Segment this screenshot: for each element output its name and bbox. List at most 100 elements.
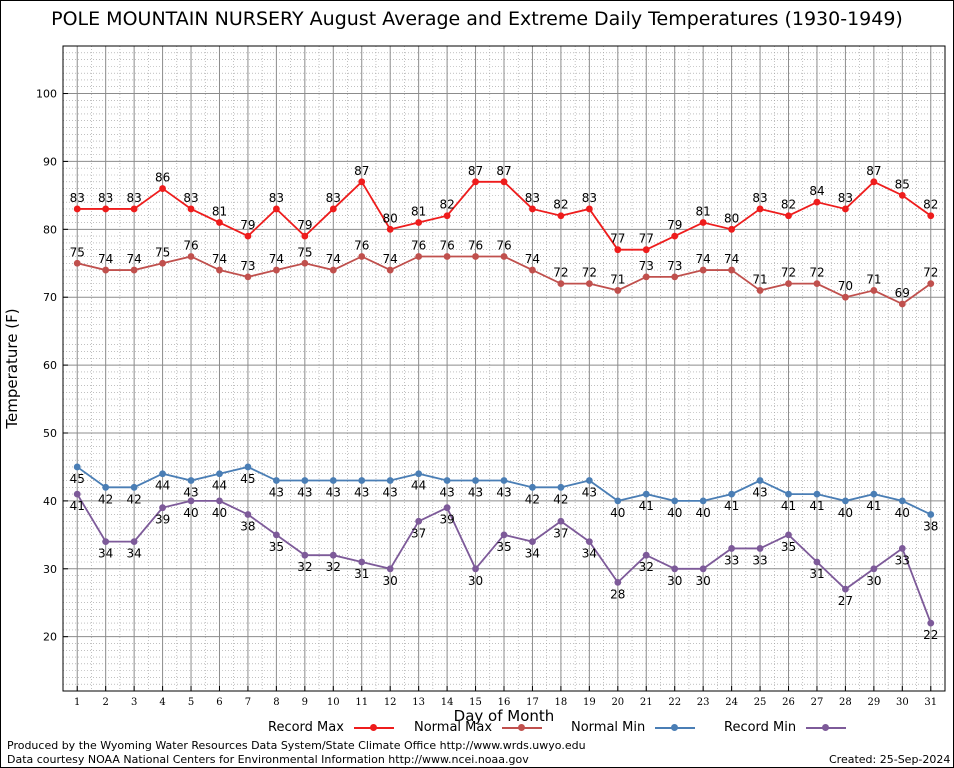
data-point <box>898 497 906 505</box>
legend-swatch <box>354 723 395 731</box>
data-point <box>898 545 906 552</box>
x-tick-label: 27 <box>811 697 824 708</box>
data-point <box>529 205 536 213</box>
data-point <box>244 273 252 281</box>
data-label: 41 <box>724 499 739 513</box>
data-point <box>472 565 479 573</box>
data-label: 83 <box>525 191 540 205</box>
data-label: 82 <box>781 198 796 212</box>
data-point <box>500 477 508 484</box>
x-tick-label: 8 <box>273 697 279 708</box>
legend-swatch <box>655 723 696 731</box>
data-label: 27 <box>838 594 853 608</box>
data-point <box>842 293 849 301</box>
data-label: 69 <box>895 286 910 300</box>
y-tick-label: 80 <box>43 223 57 236</box>
data-label: 83 <box>752 191 767 205</box>
x-tick-label: 16 <box>498 697 511 708</box>
data-label: 31 <box>354 567 369 581</box>
data-label: 30 <box>468 574 483 588</box>
data-label: 82 <box>923 198 938 212</box>
data-point <box>415 219 423 226</box>
data-label: 30 <box>696 574 711 588</box>
data-label: 81 <box>411 205 426 219</box>
data-label: 41 <box>866 499 881 513</box>
data-point <box>728 225 736 233</box>
data-point <box>699 565 707 573</box>
data-point <box>159 259 166 267</box>
data-label: 73 <box>639 259 654 273</box>
x-tick-label: 4 <box>159 697 165 708</box>
data-label: 42 <box>126 492 141 506</box>
x-tick-label: 1 <box>74 697 80 708</box>
data-point <box>472 477 479 484</box>
data-label: 73 <box>240 259 255 273</box>
data-point <box>927 511 935 518</box>
y-tick-label: 60 <box>43 359 57 372</box>
data-label: 81 <box>212 205 227 219</box>
data-point <box>585 280 593 288</box>
data-point <box>329 551 337 559</box>
data-label: 74 <box>326 252 341 266</box>
data-label: 76 <box>183 238 198 252</box>
data-point <box>272 531 280 539</box>
data-point <box>756 545 764 552</box>
data-label: 34 <box>126 547 141 561</box>
data-point <box>187 477 195 484</box>
x-tick-label: 3 <box>131 697 137 708</box>
y-tick-label: 70 <box>43 291 57 304</box>
data-point <box>870 287 878 294</box>
data-point <box>699 266 707 274</box>
data-point <box>301 551 309 559</box>
footer-produced-by: Produced by the Wyoming Water Resources … <box>7 739 586 752</box>
data-label: 74 <box>724 252 739 266</box>
data-point <box>386 225 394 233</box>
chart-title: POLE MOUNTAIN NURSERY August Average and… <box>51 8 903 30</box>
series-normal-max: 75 74 74 75 76 74 73 74 75 74 76 74 76 76 76 76 74 72 72 71… <box>70 238 938 308</box>
data-label: 44 <box>212 479 227 493</box>
data-label: 33 <box>752 553 767 567</box>
data-point <box>415 253 423 260</box>
data-point <box>898 300 906 308</box>
data-label: 72 <box>809 266 824 280</box>
data-point <box>642 490 650 498</box>
data-label: 83 <box>838 191 853 205</box>
data-label: 43 <box>752 486 767 500</box>
data-label: 87 <box>866 164 881 178</box>
data-label: 42 <box>525 492 540 506</box>
data-label: 87 <box>354 164 369 178</box>
data-label: 76 <box>468 238 483 252</box>
legend-label: Normal Min <box>571 720 646 735</box>
data-label: 71 <box>866 272 881 286</box>
data-label: 37 <box>411 526 426 540</box>
data-label: 31 <box>809 567 824 581</box>
y-axis-title: Temperature (F) <box>3 308 21 429</box>
data-point <box>130 538 138 546</box>
data-label: 40 <box>610 506 625 520</box>
data-point <box>301 259 309 267</box>
data-label: 42 <box>98 492 113 506</box>
data-label: 75 <box>297 245 312 259</box>
data-point <box>102 266 110 274</box>
legend-record-min: Record Min <box>724 720 847 735</box>
data-point <box>443 477 451 484</box>
data-point <box>159 504 166 512</box>
data-label: 71 <box>610 272 625 286</box>
data-point <box>102 205 110 213</box>
data-point <box>756 477 764 484</box>
data-point <box>187 497 195 505</box>
data-point <box>614 497 622 505</box>
x-tick-label: 6 <box>216 697 222 708</box>
data-label: 76 <box>354 238 369 252</box>
data-point <box>244 463 252 471</box>
data-point <box>301 477 309 484</box>
data-point <box>842 497 849 505</box>
legend-normal-max: Normal Max <box>414 720 543 735</box>
data-point <box>386 477 394 484</box>
data-point <box>472 178 479 186</box>
data-point <box>102 483 110 491</box>
x-axis-title: Day of Month <box>454 707 555 725</box>
data-label: 87 <box>496 164 511 178</box>
data-label: 38 <box>923 519 938 533</box>
data-label: 43 <box>269 486 284 500</box>
